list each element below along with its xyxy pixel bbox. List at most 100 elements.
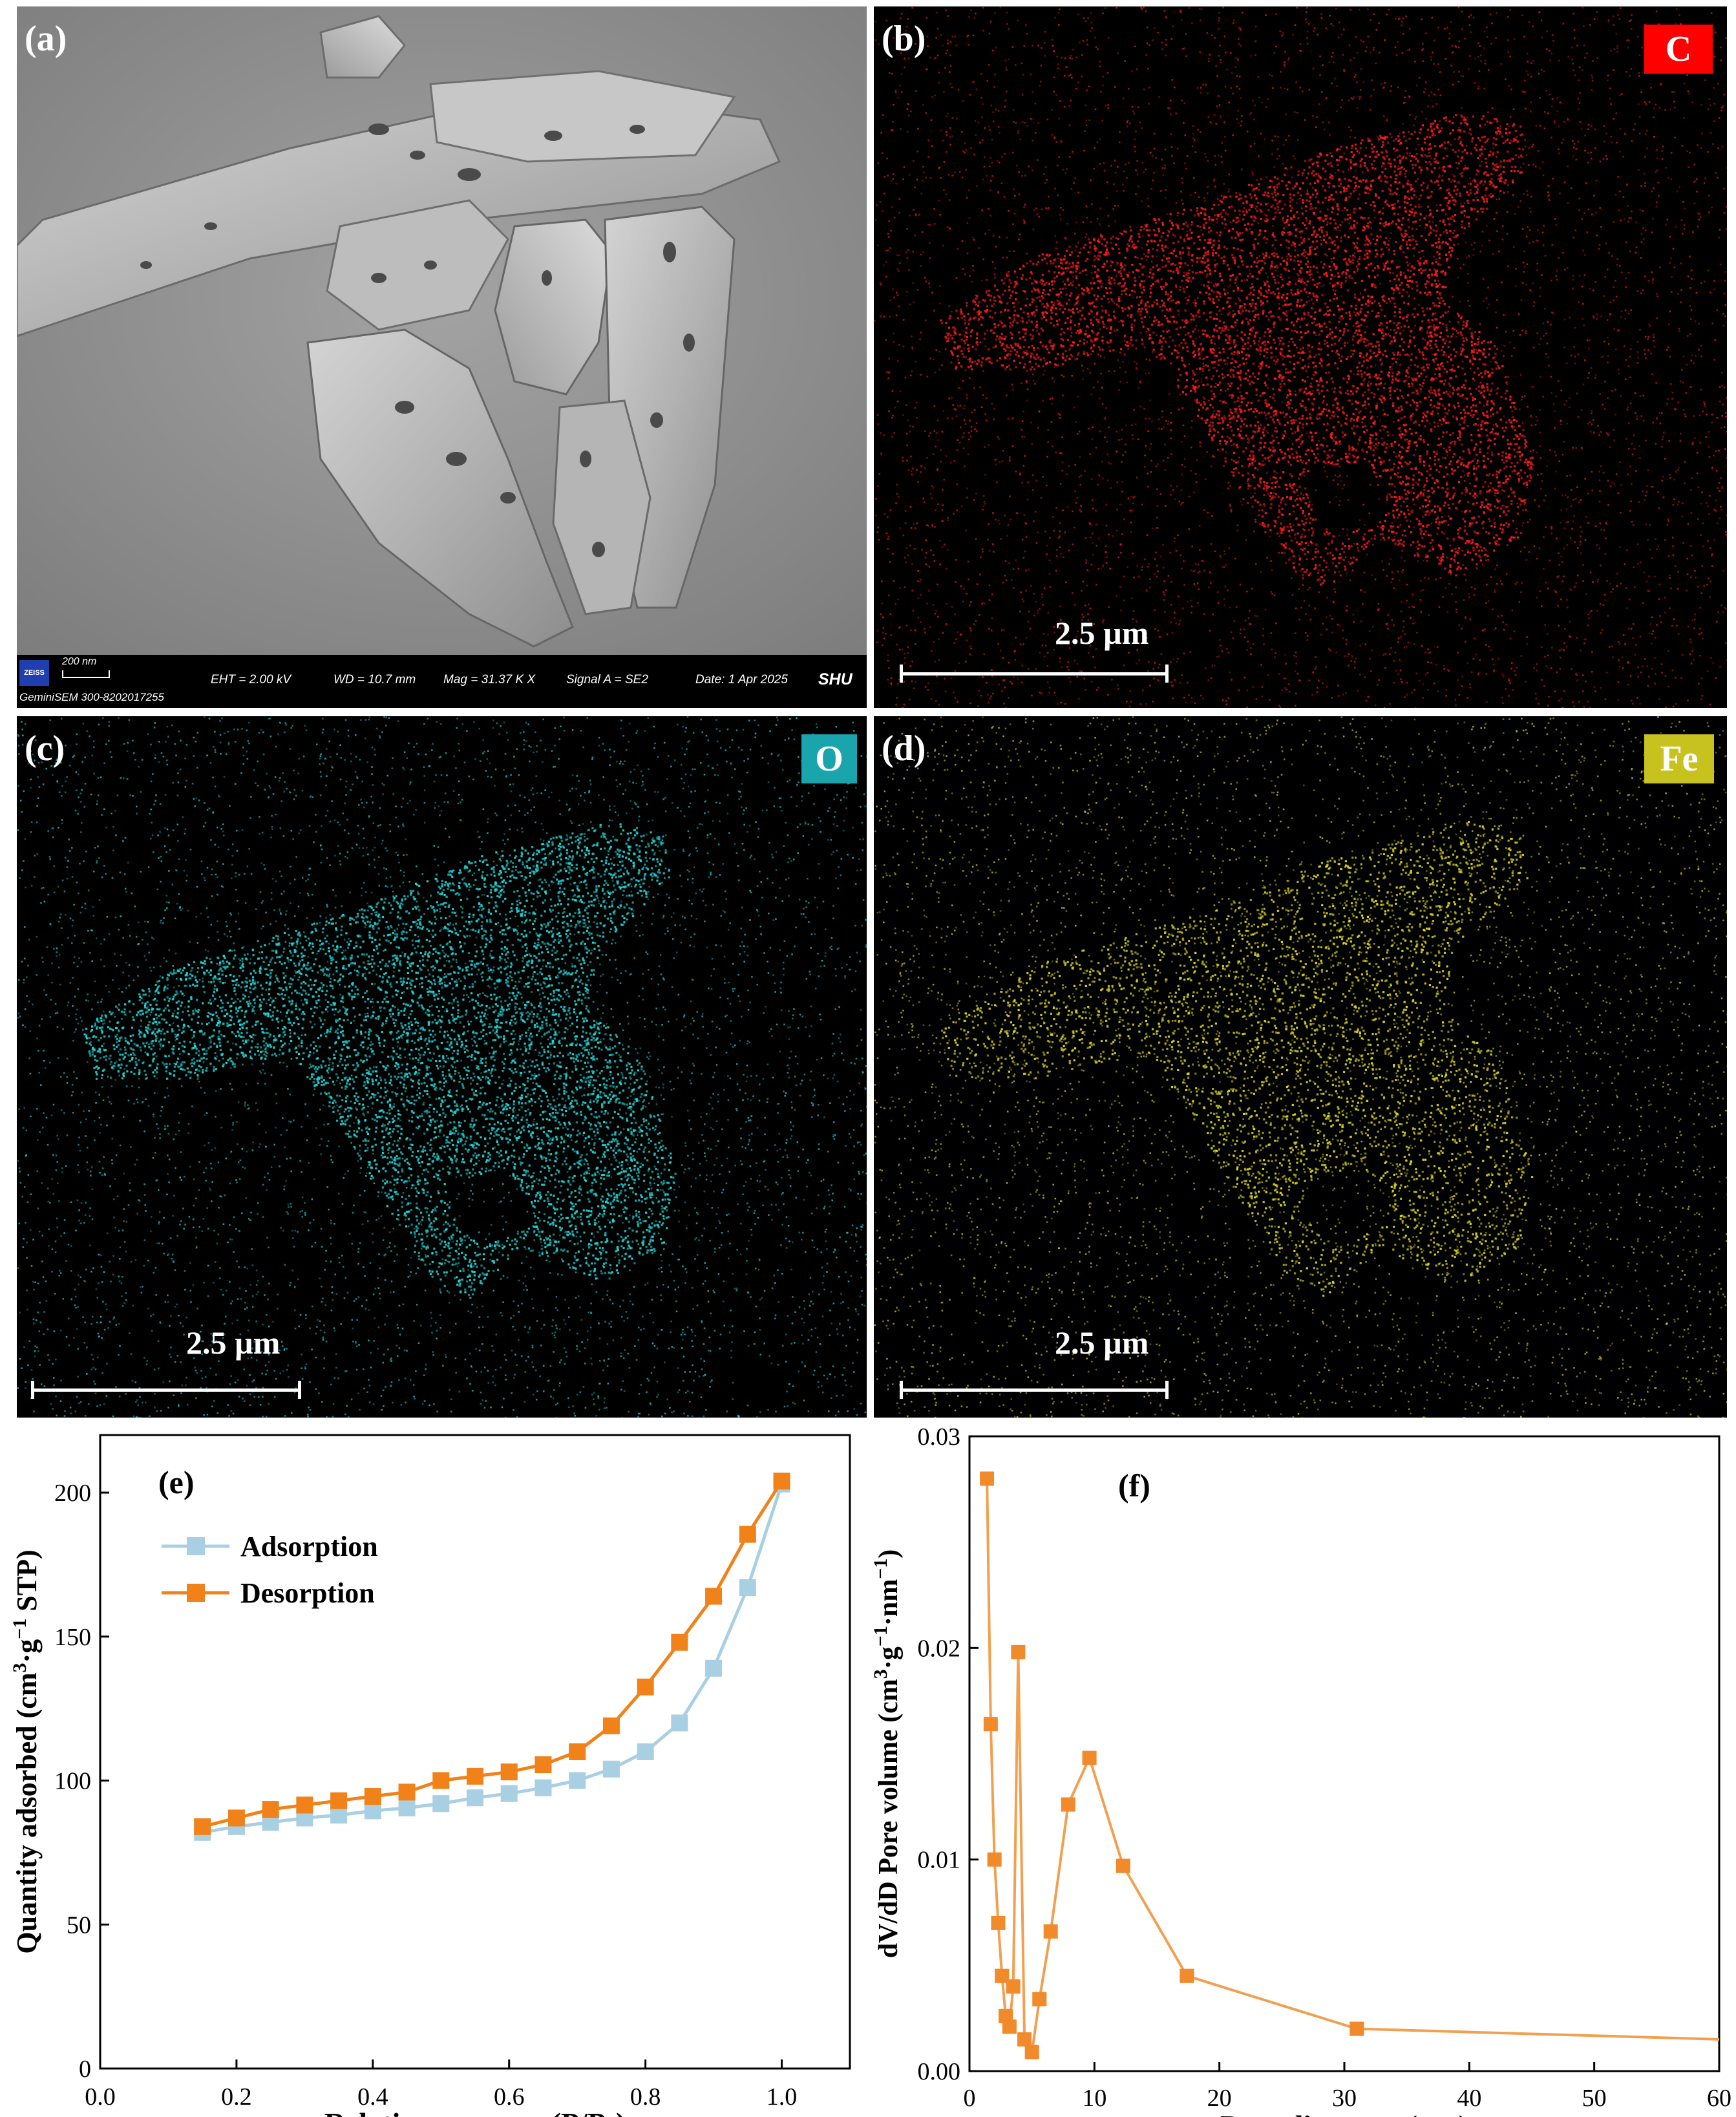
data-point — [1043, 1924, 1058, 1939]
legend-marker — [187, 1584, 205, 1602]
data-point-adsorption — [637, 1743, 654, 1760]
data-point-desorption — [637, 1678, 654, 1696]
sem-signal: Signal A = SE2 — [566, 673, 648, 687]
x-tick-label: 10 — [1082, 2085, 1106, 2112]
data-point — [1180, 1968, 1194, 1983]
panel-label-f: (f) — [1118, 1467, 1150, 1504]
chart-e-isotherm: 0.0 0.2 0.4 0.6 0.8 1.0 0 50 100 150 200 Relative p… — [9, 1434, 851, 2117]
element-badge-c: C — [1644, 25, 1713, 74]
x-tick-label: 50 — [1582, 2085, 1607, 2112]
data-point-adsorption — [705, 1659, 723, 1677]
x-tick-label: 0.4 — [357, 2083, 388, 2111]
data-point-adsorption — [398, 1799, 416, 1816]
panel-b-map: (b) C 2.5 µm — [874, 6, 1727, 708]
data-point-desorption — [535, 1756, 552, 1774]
panel-label-a: (a) — [25, 18, 67, 59]
data-point-desorption — [194, 1818, 211, 1835]
data-point-desorption — [671, 1633, 688, 1651]
sem-scale-label: 200 nm — [62, 656, 96, 668]
sem-eht: EHT = 2.00 kV — [211, 673, 291, 687]
sem-wd: WD = 10.7 mm — [333, 673, 416, 687]
sem-image — [17, 6, 867, 655]
legend-label: Desorption — [240, 1577, 375, 1609]
elemental-map-c — [874, 6, 1727, 708]
data-point — [1116, 1858, 1130, 1873]
y-tick-label: 0.03 — [918, 1423, 961, 1451]
y-tick-label: 0.01 — [918, 1847, 961, 1874]
x-tick-label: 0.6 — [494, 2083, 525, 2111]
data-point-desorption — [602, 1717, 620, 1734]
data-point-desorption — [705, 1588, 723, 1605]
data-point-desorption — [773, 1473, 790, 1490]
data-point-desorption — [330, 1792, 348, 1809]
scalebar-b — [900, 665, 1169, 683]
x-tick-label: 0.8 — [630, 2083, 661, 2111]
data-point — [1024, 2045, 1039, 2059]
data-point — [987, 1852, 1002, 1867]
element-badge-o: O — [801, 734, 857, 783]
element-badge-fe: Fe — [1644, 734, 1714, 783]
sem-scale-bar — [62, 670, 110, 678]
scalebar-label-b: 2.5 µm — [1055, 614, 1149, 652]
x-axis-label: Pore diameter (nm) — [1220, 2109, 1468, 2117]
sem-date: Date: 1 Apr 2025 — [695, 673, 788, 687]
data-point-desorption — [296, 1796, 313, 1814]
x-tick-label: 60 — [1707, 2085, 1731, 2112]
data-point — [1350, 2021, 1364, 2036]
data-point-adsorption — [467, 1789, 483, 1807]
y-tick-label: 150 — [54, 1624, 91, 1651]
data-point-desorption — [262, 1801, 279, 1818]
data-point-desorption — [569, 1743, 586, 1760]
data-point-adsorption — [535, 1779, 552, 1796]
x-axis-label: Relative pressure (P/P0) — [324, 2107, 626, 2117]
elemental-map-fe — [874, 716, 1727, 1418]
sem-instrument: GeminiSEM 300-8202017255 — [19, 691, 164, 704]
data-point-desorption — [228, 1809, 245, 1827]
y-tick-label: 0.02 — [918, 1635, 961, 1662]
panel-a-sem: (a) ZEISS 200 nm EHT = 2.00 kV WD = 10.7… — [17, 6, 867, 708]
data-point-desorption — [432, 1772, 450, 1789]
panel-d-map: (d) Fe 2.5 µm — [874, 716, 1727, 1418]
scalebar-d — [900, 1381, 1169, 1399]
data-point-desorption — [398, 1783, 416, 1801]
y-tick-label: 0.00 — [918, 2058, 961, 2085]
data-point — [1006, 1979, 1021, 1994]
panel-label-e: (e) — [158, 1464, 195, 1500]
data-point-desorption — [364, 1788, 381, 1805]
scalebar-label-c: 2.5 µm — [186, 1324, 280, 1361]
data-point-adsorption — [432, 1795, 450, 1813]
data-point-desorption — [739, 1526, 756, 1543]
chart-e-frame — [99, 1434, 851, 2070]
panel-label-c: (c) — [25, 728, 65, 769]
data-point-adsorption — [739, 1579, 756, 1597]
x-tick-label: 0 — [964, 2085, 976, 2112]
data-point — [983, 1717, 998, 1732]
data-point — [1032, 1992, 1047, 2006]
series-line — [986, 1478, 1720, 2056]
data-point — [991, 1915, 1006, 1930]
data-point-adsorption — [500, 1785, 518, 1802]
y-tick-label: 0 — [79, 2056, 91, 2083]
data-point-desorption — [467, 1767, 483, 1785]
legend-label: Adsorption — [240, 1531, 378, 1562]
y-tick-label: 200 — [54, 1480, 91, 1507]
panel-c-map: (c) O 2.5 µm — [17, 716, 867, 1418]
x-tick-label: 20 — [1207, 2085, 1232, 2112]
data-point — [1082, 1750, 1097, 1765]
data-point — [1002, 2019, 1017, 2034]
zeiss-logo: ZEISS — [19, 660, 49, 686]
chart-f-frame — [968, 1435, 1720, 2072]
x-tick-label: 40 — [1457, 2085, 1481, 2112]
data-point — [980, 1471, 995, 1486]
panel-label-b: (b) — [882, 18, 926, 59]
y-axis-label: dV/dD Pore volume (cm3·g−1·nm−1) — [870, 1549, 904, 1959]
chart-f-pore-distribution: 0 10 20 30 40 50 60 0.00 0.01 0.02 0.03 Pore diamet… — [870, 1423, 1731, 2117]
data-point — [1011, 1644, 1026, 1659]
scalebar-c — [31, 1381, 301, 1399]
y-tick-label: 100 — [54, 1768, 91, 1795]
data-point-adsorption — [671, 1714, 688, 1732]
data-point-adsorption — [330, 1807, 348, 1824]
data-point-desorption — [500, 1763, 518, 1781]
panel-label-d: (d) — [882, 728, 926, 769]
elemental-map-o — [17, 716, 867, 1418]
